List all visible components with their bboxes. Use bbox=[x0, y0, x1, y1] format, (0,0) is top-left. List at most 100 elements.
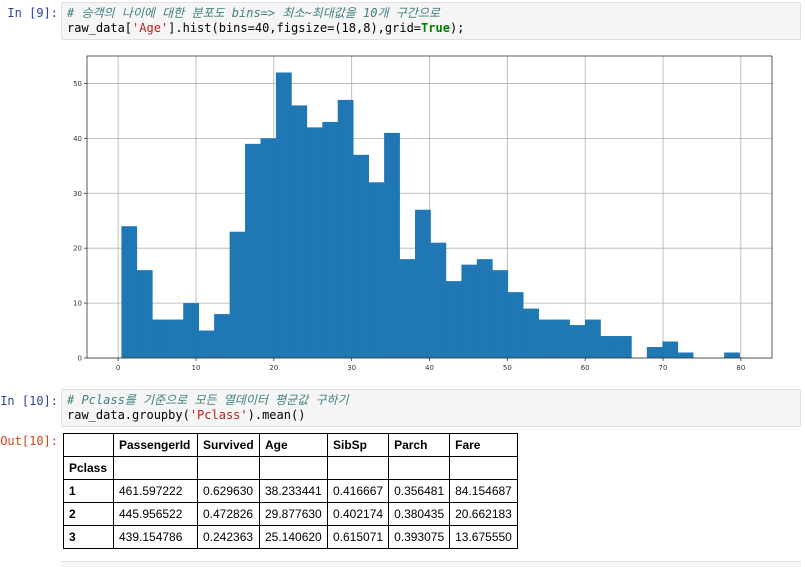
histogram-bar bbox=[167, 319, 184, 358]
histogram-bar bbox=[600, 336, 617, 358]
code-line: # 승객의 나이에 대한 분포도 bins=> 최소~최대값을 10개 구간으로 bbox=[67, 6, 795, 21]
histogram-bar bbox=[538, 319, 555, 358]
code-token: ); bbox=[449, 21, 465, 35]
y-tick-label: 40 bbox=[73, 135, 82, 143]
code-line: raw_data['Age'].hist(bins=40,figsize=(18… bbox=[67, 21, 795, 36]
code-token: raw_data[ bbox=[67, 21, 133, 35]
histogram-bar bbox=[384, 132, 400, 358]
table-cell: 0.416667 bbox=[326, 479, 390, 503]
table-cell: 0.242363 bbox=[197, 525, 260, 549]
histogram-bar bbox=[476, 259, 493, 358]
code-token: raw_data.groupby( bbox=[67, 408, 190, 422]
column-header: Fare bbox=[449, 433, 519, 457]
histogram-bar bbox=[662, 341, 679, 358]
histogram-bar bbox=[121, 226, 138, 358]
table-cell: 84.154687 bbox=[449, 479, 519, 503]
code-cell-10[interactable]: # Pclass를 기준으로 모든 열데이터 평균값 구하기 raw_data.g… bbox=[61, 389, 801, 427]
histogram-bar bbox=[198, 330, 215, 358]
code-token: # 승객의 나이에 대한 분포도 bins=> 최소~최대값을 10개 구간으로 bbox=[67, 6, 440, 20]
histogram-bar bbox=[183, 303, 200, 358]
row-index: 2 bbox=[63, 502, 114, 526]
x-tick-label: 40 bbox=[425, 364, 434, 372]
histogram-bar bbox=[291, 105, 308, 358]
x-tick-label: 50 bbox=[503, 364, 512, 372]
histogram-bar bbox=[677, 352, 694, 358]
code-cell-9[interactable]: # 승객의 나이에 대한 분포도 bins=> 최소~최대값을 10개 구간으로… bbox=[61, 2, 801, 40]
table-header-row: PassengerId Survived Age SibSp Parch Far… bbox=[63, 433, 519, 457]
x-tick-label: 10 bbox=[192, 364, 201, 372]
output-prompt-10: Out[10]: bbox=[0, 434, 58, 448]
histogram-bar bbox=[492, 270, 509, 358]
code-token: 'Pclass' bbox=[189, 408, 248, 422]
input-prompt-10: In [10]: bbox=[0, 394, 58, 408]
histogram-bar bbox=[554, 319, 570, 358]
column-header: SibSp bbox=[326, 433, 390, 457]
histogram-bar bbox=[461, 264, 478, 358]
histogram-bar bbox=[245, 143, 261, 358]
y-tick-label: 20 bbox=[73, 245, 82, 253]
histogram-bar bbox=[337, 99, 354, 358]
column-header: PassengerId bbox=[113, 433, 198, 457]
table-cell: 461.597222 bbox=[113, 479, 198, 503]
x-tick-label: 30 bbox=[347, 364, 356, 372]
histogram-bar bbox=[399, 259, 416, 358]
histogram-bar bbox=[646, 347, 663, 358]
table-cell: 29.877630 bbox=[259, 502, 328, 526]
column-header: Age bbox=[259, 433, 328, 457]
table-row: 3 439.154786 0.242363 25.140620 0.615071… bbox=[63, 525, 519, 549]
code-token: 'Age' bbox=[132, 21, 169, 35]
histogram-bar bbox=[229, 231, 246, 358]
x-tick-label: 80 bbox=[736, 364, 745, 372]
column-header: Survived bbox=[197, 433, 260, 457]
code-token: # Pclass를 기준으로 모든 열데이터 평균값 구하기 bbox=[67, 393, 349, 407]
table-cell: 25.140620 bbox=[259, 525, 328, 549]
x-tick-label: 70 bbox=[659, 364, 668, 372]
table-cell: 0.629630 bbox=[197, 479, 260, 503]
table-cell: 445.956522 bbox=[113, 502, 198, 526]
pclass-mean-table: PassengerId Survived Age SibSp Parch Far… bbox=[63, 433, 519, 549]
histogram-bar bbox=[430, 242, 447, 358]
table-corner-cell bbox=[63, 433, 114, 457]
table-cell: 0.472826 bbox=[197, 502, 260, 526]
table-cell: 0.402174 bbox=[326, 502, 390, 526]
table-cell: 0.615071 bbox=[326, 525, 390, 549]
y-tick-label: 0 bbox=[78, 355, 82, 363]
histogram-bar bbox=[136, 270, 153, 358]
table-cell: 20.662183 bbox=[449, 502, 519, 526]
histogram-bar bbox=[585, 319, 601, 358]
histogram-bar bbox=[152, 319, 169, 358]
histogram-bar bbox=[724, 352, 740, 358]
histogram-bar bbox=[214, 314, 230, 358]
histogram-bar bbox=[415, 209, 431, 358]
row-index: 1 bbox=[63, 479, 114, 503]
histogram-bar bbox=[306, 127, 323, 358]
histogram-bar bbox=[507, 292, 524, 358]
y-tick-label: 30 bbox=[73, 190, 82, 198]
input-prompt-9: In [9]: bbox=[7, 6, 58, 20]
code-token: ].hist(bins=40,figsize=(18,8),grid= bbox=[168, 21, 422, 35]
table-row: 2 445.956522 0.472826 29.877630 0.402174… bbox=[63, 502, 519, 526]
histogram-bar bbox=[275, 72, 292, 359]
code-token: True bbox=[421, 21, 450, 35]
table-cell: 13.675550 bbox=[449, 525, 519, 549]
row-index: 3 bbox=[63, 525, 114, 549]
next-cell-edge bbox=[61, 561, 801, 567]
table-row: 1 461.597222 0.629630 38.233441 0.416667… bbox=[63, 479, 519, 503]
histogram-bar bbox=[569, 325, 586, 358]
age-histogram-chart: 0 10 20 30 40 50 60 70 80 0 10 20 30 40 50 bbox=[73, 55, 773, 372]
x-tick-label: 60 bbox=[581, 364, 590, 372]
column-header: Parch bbox=[388, 433, 451, 457]
table-cell: 0.356481 bbox=[388, 479, 451, 503]
table-cell: 439.154786 bbox=[113, 525, 198, 549]
histogram-bar bbox=[445, 281, 462, 358]
y-tick-label: 50 bbox=[73, 80, 82, 88]
table-cell: 0.380435 bbox=[388, 502, 451, 526]
table-index-name-row: Pclass bbox=[63, 456, 519, 480]
histogram-bar bbox=[523, 308, 540, 358]
histogram-bar bbox=[353, 154, 370, 358]
x-tick-label: 20 bbox=[269, 364, 278, 372]
code-line: raw_data.groupby('Pclass').mean() bbox=[67, 408, 795, 423]
histogram-bar bbox=[615, 336, 632, 358]
code-line: # Pclass를 기준으로 모든 열데이터 평균값 구하기 bbox=[67, 393, 795, 408]
code-token: ).mean() bbox=[247, 408, 306, 422]
